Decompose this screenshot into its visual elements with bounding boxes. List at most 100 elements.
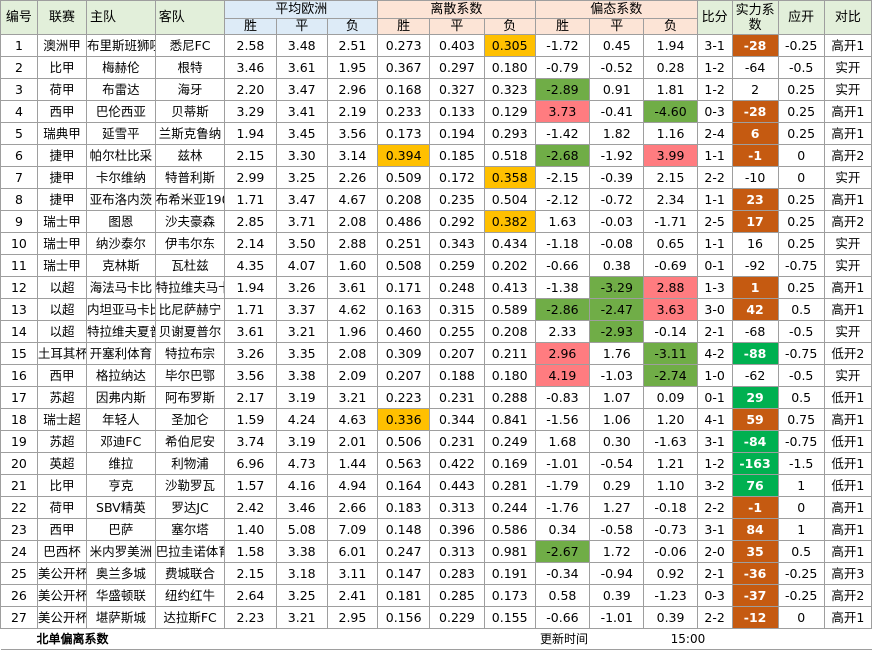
cell-disp-win: 0.251 (377, 232, 431, 255)
cell-idx: 21 (0, 474, 38, 497)
cell-avg-draw: 3.26 (275, 276, 328, 299)
cell-home: 亨克 (86, 474, 156, 497)
table-row: 20 英超 维拉 利物浦 6.96 4.73 1.44 0.563 0.422 0.169 -1.0… (0, 452, 872, 475)
cell-avg-win: 2.85 (224, 210, 277, 233)
cell-score: 0-1 (696, 254, 733, 277)
cell-disp-draw: 0.235 (429, 188, 485, 211)
cell-skew-draw: -0.41 (589, 100, 645, 123)
cell-away: 海牙 (154, 78, 226, 101)
cell-spread: 0 (777, 166, 825, 189)
cell-score: 2-4 (696, 122, 733, 145)
cell-compare: 实开 (823, 364, 872, 387)
cell-disp-draw: 0.343 (429, 232, 485, 255)
cell-disp-loss: 0.358 (483, 166, 536, 189)
header-disp-group: 离散系数 (377, 0, 536, 19)
cell-disp-win: 0.460 (377, 320, 431, 343)
cell-power: -10 (731, 166, 779, 189)
cell-avg-win: 6.96 (224, 452, 277, 475)
cell-avg-draw: 3.35 (275, 342, 328, 365)
cell-idx: 26 (0, 584, 38, 607)
cell-skew-win: -1.72 (534, 34, 591, 57)
header-home: 主队 (86, 0, 156, 35)
cell-spread: 0.5 (777, 386, 825, 409)
cell-disp-draw: 0.194 (429, 122, 485, 145)
cell-away: 费城联合 (154, 562, 226, 585)
cell-spread: 0.25 (777, 122, 825, 145)
cell-skew-loss: -0.69 (643, 254, 698, 277)
cell-disp-win: 0.156 (377, 606, 431, 629)
table-row: 19 苏超 邓迪FC 希伯尼安 3.74 3.19 2.01 0.506 0.231 0.249 1… (0, 430, 872, 453)
cell-league: 以超 (36, 298, 88, 321)
cell-avg-draw: 3.38 (275, 540, 328, 563)
cell-spread: -0.75 (777, 342, 825, 365)
table-row: 27 美公开杯 堪萨斯城 达拉斯FC 2.23 3.21 2.95 0.156 0.229 0.1… (0, 606, 872, 629)
cell-disp-win: 0.223 (377, 386, 431, 409)
cell-away: 阿布罗斯 (154, 386, 226, 409)
cell-disp-win: 0.394 (377, 144, 431, 167)
cell-disp-draw: 0.403 (429, 34, 485, 57)
cell-away: 贝谢夏普尔 (154, 320, 226, 343)
cell-power: 16 (731, 232, 779, 255)
cell-idx: 22 (0, 496, 38, 519)
cell-score: 1-1 (696, 232, 733, 255)
cell-disp-loss: 0.981 (483, 540, 536, 563)
cell-home: 维拉 (86, 452, 156, 475)
cell-league: 西甲 (36, 518, 88, 541)
cell-skew-loss: 0.39 (643, 606, 698, 629)
cell-idx: 15 (0, 342, 38, 365)
cell-disp-loss: 0.293 (483, 122, 536, 145)
cell-score: 1-1 (696, 144, 733, 167)
cell-disp-win: 0.273 (377, 34, 431, 57)
cell-power: -64 (731, 56, 779, 79)
cell-score: 3-2 (696, 474, 733, 497)
cell-skew-draw: -0.08 (589, 232, 645, 255)
cell-spread: 0.25 (777, 276, 825, 299)
cell-power: -28 (731, 100, 779, 123)
cell-league: 苏超 (36, 430, 88, 453)
cell-skew-draw: 0.91 (589, 78, 645, 101)
cell-avg-win: 4.35 (224, 254, 277, 277)
cell-avg-draw: 3.21 (275, 320, 328, 343)
cell-idx: 2 (0, 56, 38, 79)
cell-disp-loss: 0.169 (483, 452, 536, 475)
footer-title: 北单偏离系数 (0, 628, 328, 650)
header-power: 实力系数 (731, 0, 779, 35)
cell-disp-draw: 0.422 (429, 452, 485, 475)
cell-home: 因弗内斯 (86, 386, 156, 409)
cell-avg-win: 1.59 (224, 408, 277, 431)
cell-skew-win: -0.66 (534, 254, 591, 277)
cell-disp-loss: 0.155 (483, 606, 536, 629)
cell-disp-win: 0.181 (377, 584, 431, 607)
cell-skew-win: 0.58 (534, 584, 591, 607)
header-skew-draw: 平 (589, 18, 645, 35)
cell-skew-loss: 0.09 (643, 386, 698, 409)
cell-avg-loss: 3.14 (326, 144, 379, 167)
cell-away: 利物浦 (154, 452, 226, 475)
cell-league: 美公开杯 (36, 562, 88, 585)
cell-spread: 0 (777, 496, 825, 519)
cell-power: -28 (731, 34, 779, 57)
cell-disp-draw: 0.229 (429, 606, 485, 629)
cell-avg-draw: 3.30 (275, 144, 328, 167)
cell-score: 1-3 (696, 276, 733, 299)
cell-spread: 0.25 (777, 210, 825, 233)
cell-power: -36 (731, 562, 779, 585)
cell-away: 特拉布宗 (154, 342, 226, 365)
cell-disp-loss: 0.382 (483, 210, 536, 233)
table-row: 7 捷甲 卡尔维纳 特普利斯 2.99 3.25 2.26 0.509 0.172 0.358 -2… (0, 166, 872, 189)
cell-score: 1-2 (696, 78, 733, 101)
cell-disp-draw: 0.255 (429, 320, 485, 343)
cell-idx: 12 (0, 276, 38, 299)
cell-compare: 高开1 (823, 122, 872, 145)
cell-compare: 高开1 (823, 34, 872, 57)
header-avg-win: 胜 (224, 18, 277, 35)
cell-idx: 27 (0, 606, 38, 629)
cell-disp-loss: 0.180 (483, 364, 536, 387)
cell-avg-win: 2.23 (224, 606, 277, 629)
cell-power: -88 (731, 342, 779, 365)
cell-skew-win: -2.67 (534, 540, 591, 563)
cell-disp-loss: 0.173 (483, 584, 536, 607)
cell-disp-win: 0.563 (377, 452, 431, 475)
cell-idx: 3 (0, 78, 38, 101)
table-row: 2 比甲 梅赫伦 根特 3.46 3.61 1.95 0.367 0.297 0.180 -0.79… (0, 56, 872, 79)
